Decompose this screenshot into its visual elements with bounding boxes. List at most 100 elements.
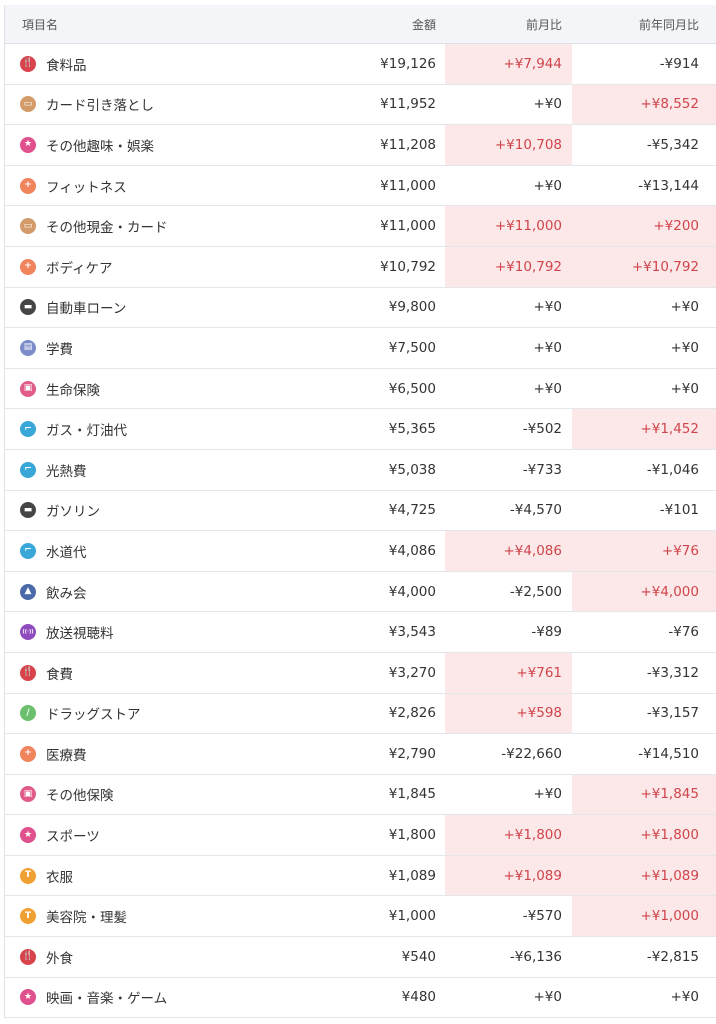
mom-cell: -¥570 — [522, 908, 562, 925]
category-name[interactable]: 映画・音楽・ゲーム — [46, 991, 168, 1008]
category-name[interactable]: カード引き落とし — [46, 98, 154, 115]
table-row[interactable]: ⌐ 光熱費 ¥5,038 -¥733 -¥1,046 — [5, 450, 716, 491]
yoy-cell: -¥3,157 — [646, 705, 699, 722]
category-name[interactable]: フィットネス — [46, 179, 127, 196]
yoy-cell: +¥10,792 — [572, 246, 716, 287]
category-cell: ⌐ ガス・灯油代 — [5, 409, 295, 449]
table-row[interactable]: 🍴 食費 ¥3,270 +¥761 -¥3,312 — [5, 652, 716, 694]
category-name[interactable]: 美容院・理髪 — [46, 910, 127, 927]
amount-cell: ¥11,000 — [380, 218, 436, 235]
header-name[interactable]: 項目名 — [22, 17, 59, 32]
table-row[interactable]: ⌐ 水道代 ¥4,086 +¥4,086 +¥76 — [5, 531, 716, 572]
category-name[interactable]: 衣服 — [46, 869, 73, 886]
table-row[interactable]: 🍴 食料品 ¥19,126 +¥7,944 -¥914 — [5, 44, 716, 85]
table-row[interactable]: + フィットネス ¥11,000 +¥0 -¥13,144 — [5, 166, 716, 207]
category-name[interactable]: 自動車ローン — [46, 301, 127, 318]
header-yoy[interactable]: 前年同月比 — [638, 17, 699, 32]
table-row[interactable]: 🍴 外食 ¥540 -¥6,136 -¥2,815 — [5, 937, 716, 978]
category-name[interactable]: 光熱費 — [46, 463, 87, 480]
table-row[interactable]: ★ その他趣味・娯楽 ¥11,208 +¥10,708 -¥5,342 — [5, 125, 716, 166]
yoy-cell: -¥1,046 — [646, 461, 699, 478]
amount-cell: ¥2,826 — [388, 705, 436, 722]
category-name[interactable]: ガソリン — [46, 504, 100, 521]
yoy-cell: -¥14,510 — [638, 745, 699, 762]
category-name[interactable]: 食料品 — [46, 57, 87, 74]
amount-cell: ¥19,126 — [380, 55, 436, 72]
category-cell: + フィットネス — [5, 166, 295, 206]
shirt-icon: T — [20, 867, 36, 884]
mom-cell: +¥1,089 — [445, 855, 572, 896]
insurance-icon: ▣ — [20, 380, 36, 397]
table-header: 項目名 金額 前月比 前年同月比 — [5, 5, 716, 44]
amount-cell: ¥1,089 — [388, 867, 436, 884]
table-row[interactable]: ▭ その他現金・カード ¥11,000 +¥11,000 +¥200 — [5, 206, 716, 247]
shirt-icon: T — [20, 908, 36, 925]
category-name[interactable]: その他保険 — [46, 788, 114, 805]
star-icon: ★ — [20, 136, 36, 153]
table-row[interactable]: + ボディケア ¥10,792 +¥10,792 +¥10,792 — [5, 246, 716, 288]
yoy-cell: +¥1,452 — [572, 409, 716, 449]
mom-cell: +¥0 — [533, 989, 563, 1006]
table-row[interactable]: ★ スポーツ ¥1,800 +¥1,800 +¥1,800 — [5, 815, 716, 856]
amount-cell: ¥7,500 — [388, 339, 436, 356]
mom-cell: -¥6,136 — [509, 948, 562, 965]
amount-cell: ¥11,000 — [380, 177, 436, 194]
category-name[interactable]: 医療費 — [46, 747, 87, 764]
category-name[interactable]: 学費 — [46, 341, 73, 358]
mom-cell: +¥0 — [533, 299, 563, 316]
category-name[interactable]: 生命保険 — [46, 382, 100, 399]
school-icon: ▤ — [20, 339, 36, 356]
table-row[interactable]: ▲ 飲み会 ¥4,000 -¥2,500 +¥4,000 — [5, 571, 716, 613]
table-row[interactable]: ★ 映画・音楽・ゲーム ¥480 +¥0 +¥0 — [5, 978, 716, 1019]
mom-cell: +¥761 — [445, 652, 572, 693]
category-name[interactable]: 食費 — [46, 666, 73, 683]
table-row[interactable]: / ドラッグストア ¥2,826 +¥598 -¥3,157 — [5, 693, 716, 735]
header-amount[interactable]: 金額 — [411, 17, 436, 32]
category-name[interactable]: ガス・灯油代 — [46, 423, 127, 440]
table-row[interactable]: T 衣服 ¥1,089 +¥1,089 +¥1,089 — [5, 855, 716, 897]
mom-cell: +¥10,708 — [445, 125, 572, 165]
yoy-cell: +¥0 — [670, 339, 700, 356]
table-row[interactable]: ▣ その他保険 ¥1,845 +¥0 +¥1,845 — [5, 774, 716, 816]
category-cell: ⌐ 水道代 — [5, 531, 295, 571]
category-name[interactable]: ドラッグストア — [46, 707, 141, 724]
category-name[interactable]: その他現金・カード — [46, 220, 168, 237]
insurance-icon: ▣ — [20, 786, 36, 803]
amount-cell: ¥4,086 — [388, 542, 436, 559]
yoy-cell: +¥76 — [572, 531, 716, 571]
amount-cell: ¥5,365 — [388, 421, 436, 438]
table-row[interactable]: ▬ ガソリン ¥4,725 -¥4,570 -¥101 — [5, 491, 716, 532]
star-icon: ★ — [20, 989, 36, 1006]
table-body: 🍴 食料品 ¥19,126 +¥7,944 -¥914 ▭ カード引き落とし ¥11,… — [5, 44, 716, 1019]
yoy-cell: +¥0 — [670, 380, 700, 397]
category-name[interactable]: 外食 — [46, 950, 73, 967]
category-name[interactable]: スポーツ — [46, 829, 100, 846]
mom-cell: -¥89 — [531, 624, 562, 641]
category-name[interactable]: 放送視聴料 — [46, 626, 114, 643]
table-row[interactable]: + 医療費 ¥2,790 -¥22,660 -¥14,510 — [5, 734, 716, 775]
table-row[interactable]: ⌐ ガス・灯油代 ¥5,365 -¥502 +¥1,452 — [5, 409, 716, 450]
food-icon: 🍴 — [20, 55, 36, 72]
category-cell: 🍴 外食 — [5, 937, 295, 977]
mom-cell: -¥733 — [522, 461, 562, 478]
drug-icon: / — [20, 705, 36, 722]
star-icon: ★ — [20, 827, 36, 844]
table-row[interactable]: ▤ 学費 ¥7,500 +¥0 +¥0 — [5, 328, 716, 369]
category-name[interactable]: 水道代 — [46, 544, 87, 561]
table-row[interactable]: ▣ 生命保険 ¥6,500 +¥0 +¥0 — [5, 369, 716, 410]
category-cell: ((·)) 放送視聴料 — [5, 612, 295, 652]
category-cell: T 美容院・理髪 — [5, 896, 295, 936]
table-row[interactable]: ((·)) 放送視聴料 ¥3,543 -¥89 -¥76 — [5, 612, 716, 653]
category-name[interactable]: ボディケア — [46, 260, 113, 277]
amount-cell: ¥9,800 — [388, 299, 436, 316]
mom-cell: +¥10,792 — [445, 246, 572, 287]
table-row[interactable]: T 美容院・理髪 ¥1,000 -¥570 +¥1,000 — [5, 896, 716, 938]
category-cell: ▬ 自動車ローン — [5, 288, 295, 328]
table-row[interactable]: ▬ 自動車ローン ¥9,800 +¥0 +¥0 — [5, 288, 716, 329]
category-name[interactable]: 飲み会 — [46, 585, 87, 602]
yoy-cell: +¥8,552 — [572, 84, 716, 125]
table-row[interactable]: ▭ カード引き落とし ¥11,952 +¥0 +¥8,552 — [5, 84, 716, 126]
category-cell: ▣ 生命保険 — [5, 369, 295, 409]
category-name[interactable]: その他趣味・娯楽 — [46, 138, 154, 155]
header-mom[interactable]: 前月比 — [525, 17, 562, 32]
